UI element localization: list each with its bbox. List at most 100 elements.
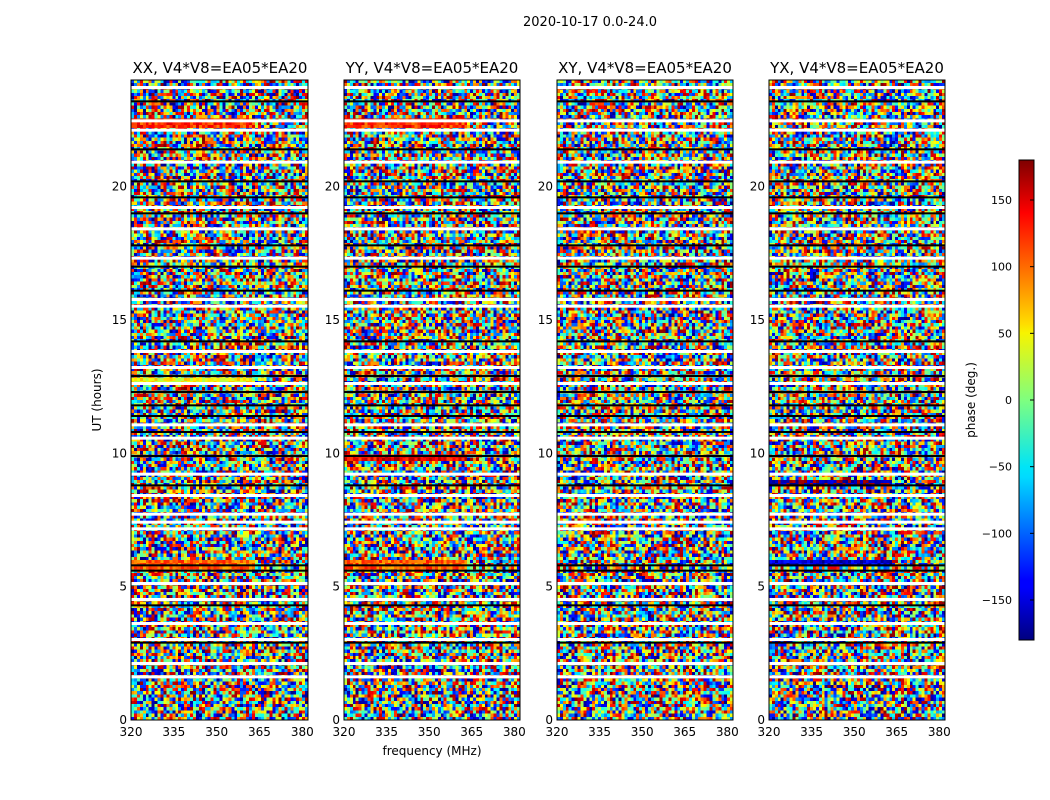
separator-line	[131, 212, 308, 215]
separator-line	[769, 148, 945, 151]
x-tick-label: 320	[120, 725, 143, 739]
x-axis-label: frequency (MHz)	[382, 744, 481, 758]
x-tick-label: 320	[758, 725, 781, 739]
y-tick-label: 15	[325, 313, 340, 327]
flagged-gap	[131, 675, 308, 679]
flagged-gap	[557, 304, 733, 308]
separator-line	[769, 484, 945, 487]
separator-line	[344, 484, 520, 487]
separator-line	[769, 641, 945, 644]
separator-line	[344, 415, 520, 417]
separator-line	[769, 455, 945, 457]
separator-line	[344, 212, 520, 215]
flagged-gap	[557, 227, 733, 231]
y-tick-label: 5	[332, 580, 340, 594]
flagged-gap	[344, 86, 520, 89]
y-tick-label: 0	[757, 713, 765, 727]
flagged-gap	[557, 298, 733, 301]
separator-line	[131, 148, 308, 151]
flagged-gap	[557, 206, 733, 209]
panel-title-yx: YX, V4*V8=EA05*EA20	[769, 59, 944, 77]
separator-line	[557, 289, 733, 292]
panel-title-xx: XX, V4*V8=EA05*EA20	[133, 59, 308, 77]
flagged-gap	[344, 472, 520, 476]
separator-line	[769, 569, 945, 572]
colorbar-tick-label: −50	[989, 461, 1012, 474]
separator-line	[557, 484, 733, 487]
separator-line	[557, 180, 733, 183]
flagged-gap	[344, 350, 520, 353]
flagged-gap	[557, 598, 733, 601]
flagged-gap	[769, 227, 945, 231]
flagged-gap	[344, 598, 520, 601]
x-tick-label: 380	[291, 725, 314, 739]
separator-line	[344, 604, 520, 607]
separator-line	[131, 604, 308, 607]
flagged-gap	[131, 622, 308, 625]
flagged-gap	[344, 423, 520, 427]
flagged-gap	[131, 638, 308, 641]
flagged-gap	[131, 298, 308, 301]
flagged-gap	[769, 520, 945, 524]
flagged-gap	[131, 582, 308, 585]
colorbar-tick-label: −150	[982, 594, 1012, 607]
flagged-gap	[344, 304, 520, 308]
flagged-gap	[557, 382, 733, 385]
flagged-gap	[344, 366, 520, 369]
separator-line	[344, 180, 520, 183]
separator-line	[131, 244, 308, 247]
y-tick-label: 10	[325, 446, 340, 460]
flagged-gap	[131, 512, 308, 516]
y-tick-label: 20	[750, 180, 765, 194]
flagged-gap	[131, 128, 308, 132]
separator-line	[769, 196, 945, 199]
flagged-gap	[557, 86, 733, 89]
flagged-gap	[131, 423, 308, 427]
flagged-gap	[344, 520, 520, 524]
separator-line	[344, 289, 520, 292]
flagged-gap	[769, 494, 945, 497]
flagged-gap	[557, 128, 733, 132]
separator-line	[769, 340, 945, 343]
flagged-gap	[769, 638, 945, 641]
flagged-gap	[769, 160, 945, 164]
flagged-gap	[131, 227, 308, 231]
separator-line	[557, 641, 733, 644]
flagged-gap	[557, 472, 733, 476]
flagged-gap	[557, 423, 733, 427]
y-tick-label: 5	[545, 580, 553, 594]
separator-line	[344, 196, 520, 199]
heatmap-image-yx	[769, 80, 945, 720]
flagged-gap	[344, 622, 520, 625]
flagged-gap	[557, 582, 733, 585]
y-tick-label: 10	[538, 446, 553, 460]
separator-line	[557, 391, 733, 393]
separator-line	[557, 415, 733, 417]
flagged-gap	[769, 256, 945, 260]
flagged-gap	[769, 382, 945, 385]
x-tick-label: 380	[928, 725, 951, 739]
x-tick-label: 335	[162, 725, 185, 739]
y-tick-label: 15	[538, 313, 553, 327]
separator-line	[769, 289, 945, 292]
flagged-gap	[344, 160, 520, 164]
flagged-gap	[769, 622, 945, 625]
flagged-gap	[769, 598, 945, 601]
flagged-gap	[557, 675, 733, 679]
flagged-gap	[769, 675, 945, 679]
x-tick-label: 350	[205, 725, 228, 739]
y-tick-label: 15	[112, 313, 127, 327]
flagged-gap	[557, 527, 733, 531]
separator-line	[557, 455, 733, 457]
y-tick-label: 10	[750, 446, 765, 460]
y-tick-label: 20	[325, 180, 340, 194]
flagged-gap	[769, 298, 945, 301]
separator-line	[769, 180, 945, 183]
separator-line	[344, 455, 520, 457]
separator-line	[769, 564, 945, 567]
flagged-gap	[769, 472, 945, 476]
separator-line	[769, 415, 945, 417]
colorbar-tick-label: 150	[991, 194, 1012, 207]
separator-line	[344, 564, 520, 567]
